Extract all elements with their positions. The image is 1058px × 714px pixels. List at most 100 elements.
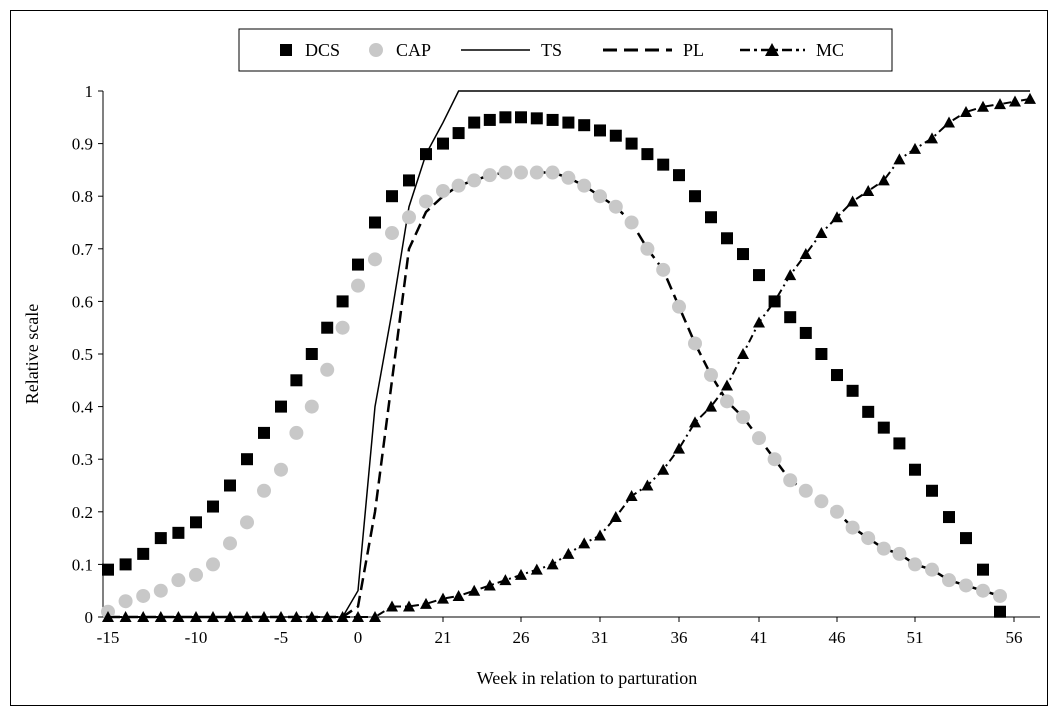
mc-point [926, 132, 938, 144]
dcs-point [119, 558, 132, 571]
cap-point [672, 299, 686, 314]
x-tick-label: 51 [907, 628, 924, 647]
dcs-point [321, 321, 334, 334]
cap-point [736, 410, 750, 425]
cap-point [467, 173, 482, 188]
cap-point [189, 567, 203, 582]
mc-point [499, 574, 512, 586]
cap-point [656, 262, 671, 277]
dcs-point [562, 116, 575, 129]
dcs-point [625, 137, 638, 150]
dcs-point [721, 232, 733, 245]
mc-point [386, 600, 398, 612]
mc-point [437, 592, 449, 604]
cap-point [608, 199, 623, 214]
mc-point [846, 195, 859, 207]
dcs-point [831, 369, 843, 382]
cap-point [688, 336, 702, 351]
x-tick-label: -5 [274, 628, 288, 647]
series-line-pl [108, 171, 1001, 619]
mc-point [625, 490, 638, 502]
cap-point [925, 562, 939, 577]
mc-point [877, 174, 890, 186]
legend-label-ts: TS [541, 40, 562, 60]
dcs-point [943, 511, 955, 524]
y-tick-label: 0.5 [72, 345, 93, 364]
mc-point [352, 611, 364, 622]
dcs-point [172, 526, 185, 539]
y-tick-label: 0.9 [72, 135, 93, 154]
mc-point [737, 348, 749, 359]
mc-point [275, 611, 287, 622]
dcs-point [578, 119, 591, 132]
mc-point [224, 611, 236, 622]
mc-point [657, 463, 670, 475]
cap-point [240, 515, 254, 530]
dcs-point [705, 211, 717, 224]
dcs-point [190, 516, 202, 529]
mc-point [241, 611, 253, 622]
dcs-point [909, 463, 921, 476]
y-tick-label: 1 [85, 82, 94, 101]
mc-point [753, 316, 765, 328]
mc-point [172, 611, 185, 622]
series-line-ts [108, 90, 1030, 618]
cap-point [976, 583, 990, 598]
mc-point [258, 611, 270, 622]
cap-point [767, 452, 782, 467]
mc-point [960, 106, 972, 118]
mc-point [673, 442, 685, 454]
mc-point [721, 379, 733, 391]
mc-point [321, 611, 334, 622]
y-tick-label: 0 [85, 608, 94, 627]
dcs-point [893, 437, 906, 450]
dcs-point [468, 116, 481, 129]
dcs-point [784, 311, 797, 324]
mc-point [305, 611, 318, 622]
cap-point [274, 462, 288, 477]
cap-point [783, 473, 798, 488]
mc-point [336, 611, 349, 622]
dcs-point [673, 169, 685, 182]
cap-point [206, 557, 220, 572]
y-axis-title: Relative scale [22, 304, 42, 404]
cap-point [304, 399, 319, 414]
mc-point [483, 579, 496, 591]
mc-point [909, 142, 921, 154]
dcs-point [499, 111, 512, 124]
mc-point [815, 227, 828, 239]
dcs-point [452, 127, 465, 140]
cap-point [861, 531, 876, 546]
y-tick-label: 0.3 [72, 450, 93, 469]
cap-point [908, 557, 922, 572]
mc-point [137, 611, 150, 622]
series-line-mc [108, 97, 1031, 618]
dcs-point [437, 137, 449, 150]
cap-point [624, 215, 639, 230]
x-tick-label: 41 [751, 628, 768, 647]
dcs-point [768, 295, 781, 308]
y-tick-label: 0.4 [72, 398, 94, 417]
mc-point [578, 537, 591, 549]
legend-label-pl: PL [683, 40, 704, 60]
mc-point [1024, 92, 1036, 104]
mc-point [403, 600, 415, 612]
cap-point [335, 320, 350, 335]
cap-point [577, 178, 592, 193]
dcs-point [258, 426, 270, 439]
x-axis-title: Week in relation to parturation [477, 668, 697, 688]
dcs-point [483, 113, 496, 126]
x-tick-label: 21 [435, 628, 452, 647]
mc-point [784, 269, 797, 281]
cap-point [876, 541, 891, 556]
dcs-point [102, 563, 114, 576]
cap-point [482, 168, 497, 183]
mc-point [609, 511, 622, 523]
x-tick-label: 46 [829, 628, 846, 647]
cap-point [845, 520, 860, 535]
chart-frame [10, 10, 1048, 706]
mc-point [515, 568, 527, 580]
legend-label-dcs: DCS [305, 40, 340, 60]
dcs-point [753, 269, 765, 282]
dcs-point [275, 400, 287, 413]
